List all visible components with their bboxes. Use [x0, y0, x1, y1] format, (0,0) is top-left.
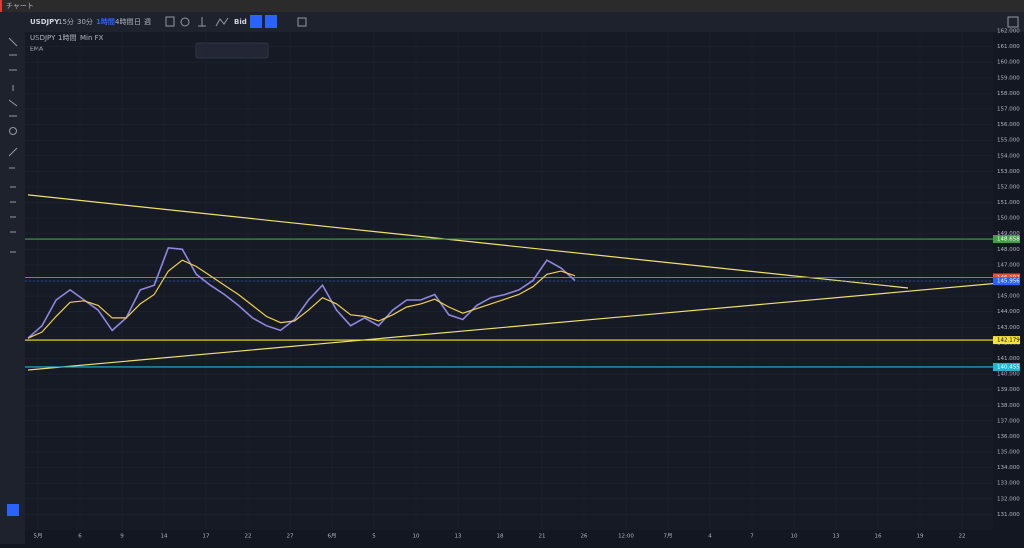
level-label: 142.179 [997, 338, 1020, 344]
chart-title: USDJPY [30, 34, 56, 42]
y-tick-label: 135.000 [997, 450, 1020, 456]
y-tick-label: 158.000 [997, 91, 1020, 97]
y-tick-label: 131.000 [997, 512, 1020, 518]
y-tick-label: 153.000 [997, 169, 1020, 175]
y-tick-label: 141.000 [997, 356, 1020, 362]
y-tick-label: 156.000 [997, 122, 1020, 128]
indicator: EMA [30, 46, 44, 53]
icon[interactable] [9, 127, 17, 135]
level-label: 145.956 [997, 279, 1020, 285]
y-tick-label: 133.000 [997, 481, 1020, 487]
icon[interactable] [198, 17, 206, 27]
timeframe[interactable]: 4時間 [115, 18, 133, 26]
x-tick-label: 17 [203, 534, 210, 540]
icon[interactable] [265, 15, 277, 28]
y-tick-label: 157.000 [997, 106, 1020, 112]
trendline [27, 194, 909, 289]
x-tick-label: 13 [833, 534, 840, 540]
price-line [27, 246, 576, 339]
y-tick-label: 148.000 [997, 247, 1020, 253]
symbol[interactable]: USDJPY [30, 18, 60, 26]
x-tick-label: 6 [78, 534, 82, 540]
timeframe[interactable]: 週 [144, 17, 151, 26]
x-tick-label: 4 [708, 534, 712, 540]
trendline [27, 282, 1001, 371]
y-tick-label: 140.000 [997, 372, 1020, 378]
level-label: 148.658 [997, 237, 1020, 243]
x-tick-label: 10 [413, 534, 420, 540]
icon[interactable] [180, 17, 190, 27]
x-tick-label: 9 [120, 534, 124, 540]
level-label: 140.455 [997, 364, 1020, 370]
x-tick-label: 10 [791, 534, 798, 540]
timeframe[interactable]: 日 [134, 18, 141, 26]
toolbar [0, 12, 1024, 32]
x-tick-label: 6月 [328, 533, 337, 540]
title-bar [0, 0, 1024, 12]
sidebar [0, 32, 25, 544]
y-tick-label: 134.000 [997, 465, 1020, 471]
x-tick-label: 7 [750, 534, 754, 540]
y-tick-label: 144.000 [997, 309, 1020, 315]
y-tick-label: 136.000 [997, 434, 1020, 440]
chart-subtitle: 1時間 [58, 34, 76, 42]
y-tick-label: 152.000 [997, 184, 1020, 190]
y-tick-label: 159.000 [997, 75, 1020, 81]
y-tick-label: 161.000 [997, 44, 1020, 50]
icon[interactable] [165, 16, 175, 27]
x-tick-label: 22 [959, 534, 966, 540]
timeframe[interactable]: 15分 [58, 17, 74, 26]
y-tick-label: 137.000 [997, 418, 1020, 424]
level-tag [993, 336, 1020, 345]
y-tick-label: 151.000 [997, 200, 1020, 206]
timeframe[interactable]: 30分 [77, 17, 93, 26]
x-tick-label: 13 [455, 534, 462, 540]
y-tick-label: 132.000 [997, 496, 1020, 502]
level-tag [993, 277, 1020, 286]
x-tick-label: 26 [581, 534, 588, 540]
timeframe[interactable]: 1時間 [96, 17, 115, 26]
level-tag [993, 362, 1020, 371]
y-tick-label: 149.000 [997, 231, 1020, 237]
x-tick-label: 7月 [664, 533, 673, 540]
x-tick-label: 22 [245, 534, 252, 540]
title-accent [0, 0, 2, 12]
sidebar-icons [7, 37, 19, 516]
y-tick-label: 139.000 [997, 387, 1020, 393]
icon[interactable] [250, 15, 262, 28]
x-tick-label: 14 [161, 534, 168, 540]
ema-line [27, 259, 576, 339]
level-tag [993, 235, 1020, 244]
icon[interactable] [8, 37, 18, 117]
price-type[interactable]: Bid [234, 18, 247, 26]
icon[interactable] [215, 17, 229, 27]
y-tick-label: 145.000 [997, 294, 1020, 300]
y-tick-label: 154.000 [997, 153, 1020, 159]
toolbar-icons [165, 15, 1019, 28]
y-tick-label: 138.000 [997, 403, 1020, 409]
source: Min FX [80, 34, 104, 42]
x-tick-label: 5月 [34, 533, 43, 540]
y-tick-label: 143.000 [997, 325, 1020, 331]
y-tick-label: 160.000 [997, 60, 1020, 66]
x-tick-label: 12:00 [618, 534, 634, 540]
x-tick-label: 21 [539, 534, 546, 540]
x-tick-label: 16 [875, 534, 882, 540]
x-tick-label: 19 [917, 534, 924, 540]
icon[interactable] [7, 504, 19, 516]
icon[interactable] [8, 147, 18, 253]
x-tick-label: 27 [287, 534, 294, 540]
y-tick-label: 162.000 [997, 29, 1020, 35]
x-tick-label: 18 [497, 534, 504, 540]
icon[interactable] [297, 17, 307, 27]
y-tick-label: 155.000 [997, 138, 1020, 144]
drawing-toolbar [195, 42, 269, 59]
icon[interactable] [1007, 16, 1019, 28]
window-title: チャート [6, 2, 34, 10]
x-tick-label: 5 [372, 534, 376, 540]
y-tick-label: 147.000 [997, 262, 1020, 268]
y-tick-label: 150.000 [997, 216, 1020, 222]
